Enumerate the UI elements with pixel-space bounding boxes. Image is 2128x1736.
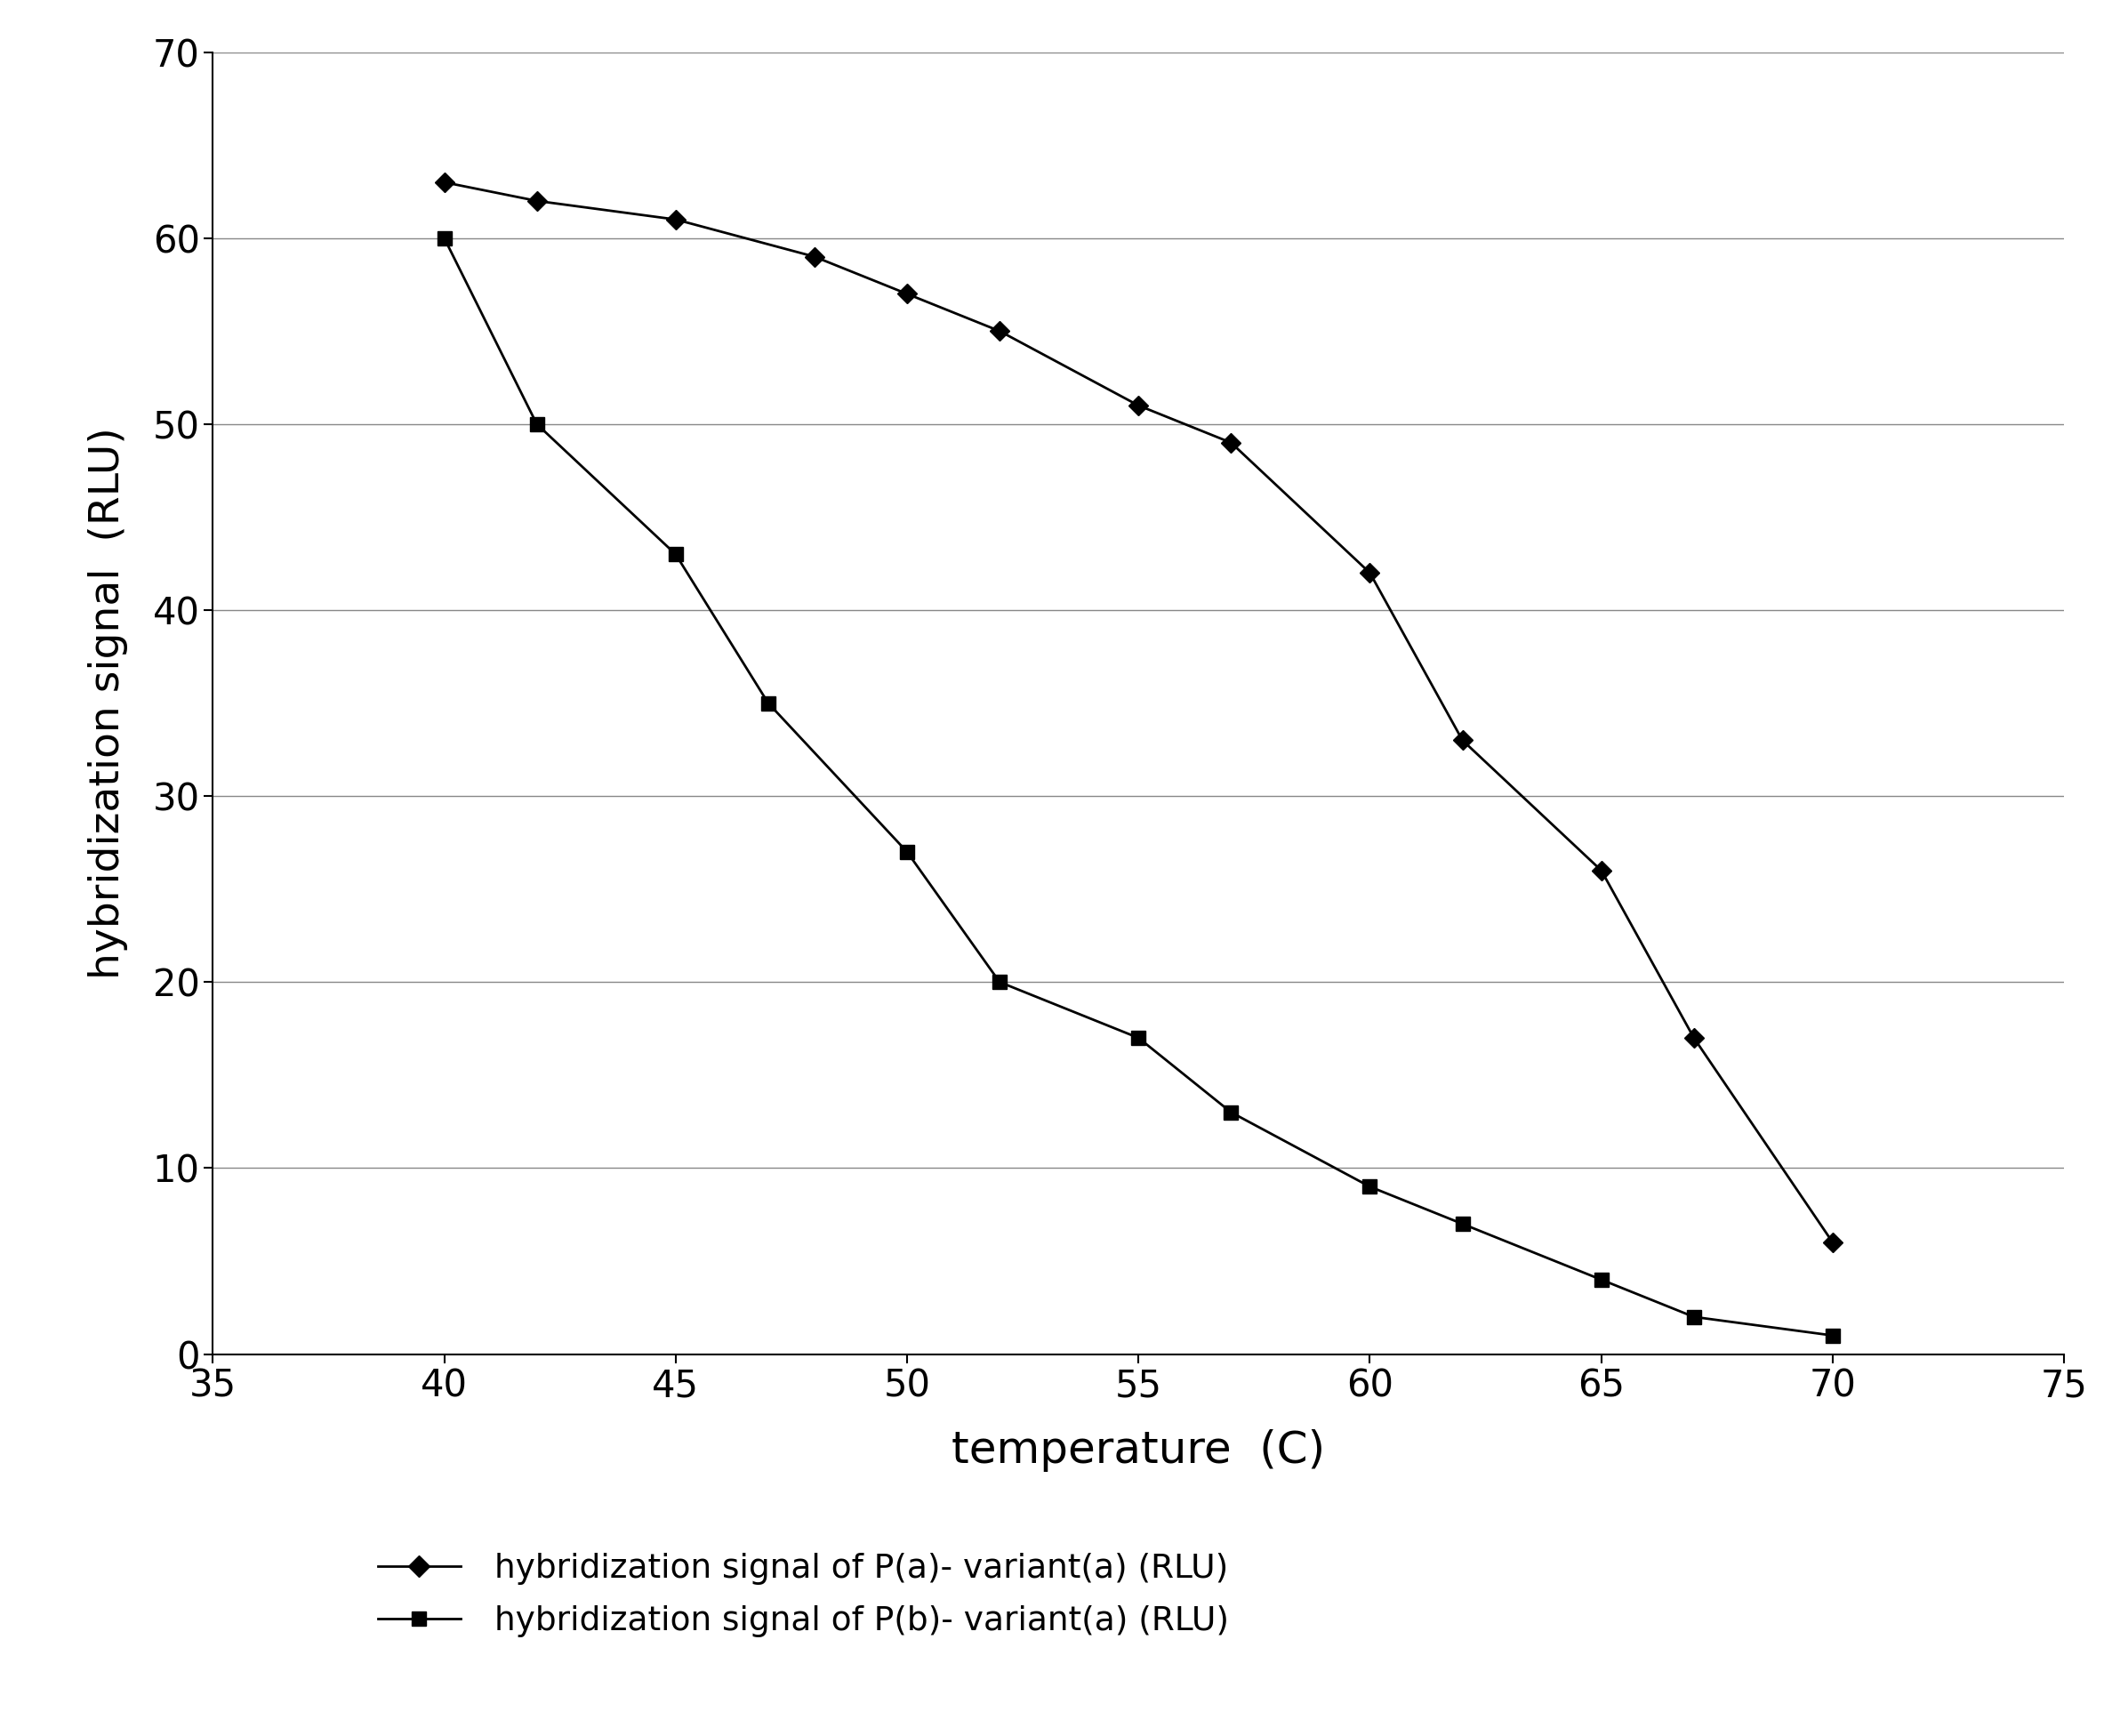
X-axis label: temperature  (C): temperature (C) (951, 1429, 1326, 1472)
Y-axis label: hybridization signal  (RLU): hybridization signal (RLU) (87, 427, 128, 979)
Legend: hybridization signal of P(a)- variant(a) (RLU), hybridization signal of P(b)- va: hybridization signal of P(a)- variant(a)… (377, 1554, 1228, 1637)
